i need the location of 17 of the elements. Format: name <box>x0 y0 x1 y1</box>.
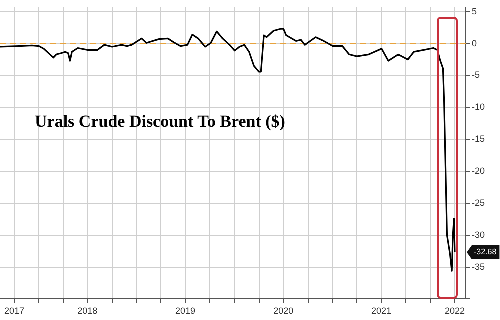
y-tick-label: -10 <box>472 102 486 112</box>
y-tick-label: -30 <box>472 230 486 240</box>
annotation: -32.68 <box>474 248 498 257</box>
y-tick-label: -35 <box>472 262 486 272</box>
x-tick-label: 2017 <box>4 306 24 316</box>
x-tick-label: 2019 <box>176 306 196 316</box>
x-tick-label: 2021 <box>372 306 392 316</box>
y-tick-label: 5 <box>472 6 478 16</box>
text: Urals Crude Discount To Brent ($) <box>35 112 286 132</box>
y-tick-label: -20 <box>472 166 486 176</box>
y-tick-label: 0 <box>472 38 478 48</box>
x-tick-label: 2020 <box>274 306 294 316</box>
x-tick-label: 2018 <box>78 306 98 316</box>
y-tick-label: -25 <box>472 198 486 208</box>
y-tick-label: -15 <box>472 134 486 144</box>
y-tick-label: -5 <box>472 70 480 80</box>
x-tick-label: 2022 <box>444 306 466 316</box>
